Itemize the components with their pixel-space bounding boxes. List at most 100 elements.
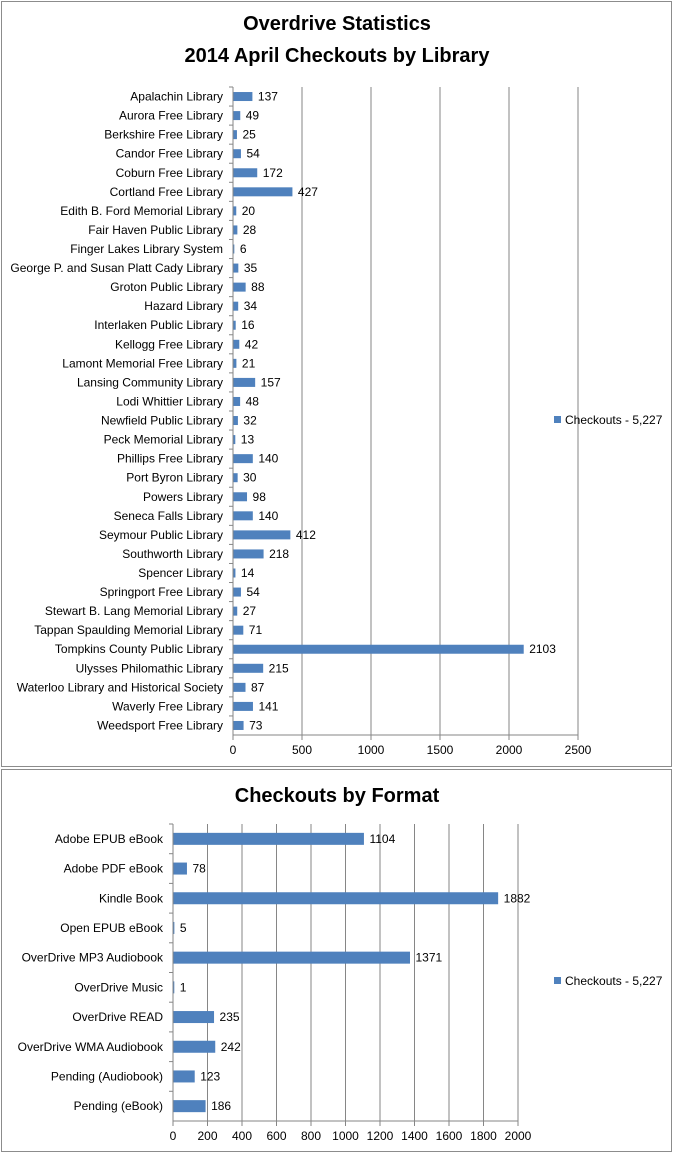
category-label: Cortland Free Library	[110, 185, 223, 199]
library-checkouts-chart: Overdrive Statistics 2014 April Checkouts…	[10, 13, 663, 757]
x-tick-label: 1000	[332, 1129, 359, 1143]
bar	[233, 701, 253, 711]
chart-title: 2014 April Checkouts by Library	[185, 45, 491, 67]
category-label: Berkshire Free Library	[104, 128, 223, 142]
x-tick-label: 1600	[436, 1129, 463, 1143]
data-label: 48	[246, 394, 260, 408]
category-label: Adobe EPUB eBook	[55, 832, 164, 846]
data-label: 5	[180, 921, 187, 935]
data-label: 14	[241, 566, 255, 580]
x-tick-label: 2500	[565, 743, 592, 757]
data-label: 35	[244, 261, 258, 275]
category-label: Coburn Free Library	[116, 166, 223, 180]
category-label: Seneca Falls Library	[114, 509, 223, 523]
category-label: Springport Free Library	[100, 585, 223, 599]
bar	[233, 225, 238, 235]
bar	[173, 832, 364, 845]
bar	[173, 921, 175, 934]
category-label: Open EPUB eBook	[60, 921, 164, 935]
bar	[173, 981, 175, 994]
category-label: OverDrive Music	[74, 980, 163, 994]
category-label: Aurora Free Library	[119, 109, 223, 123]
category-label: Pending (Audiobook)	[51, 1069, 163, 1083]
bar	[233, 282, 246, 292]
category-label: Fair Haven Public Library	[88, 223, 223, 237]
data-label: 49	[246, 109, 260, 123]
data-label: 27	[243, 604, 257, 618]
category-label: Kellogg Free Library	[115, 337, 223, 351]
x-tick-label: 1400	[401, 1129, 428, 1143]
category-label: Finger Lakes Library System	[70, 242, 223, 256]
data-label: 78	[192, 862, 206, 876]
data-label: 20	[242, 204, 256, 218]
chart-title: Overdrive Statistics	[243, 13, 431, 35]
data-label: 1371	[415, 951, 442, 965]
bar	[233, 92, 253, 102]
category-label: Candor Free Library	[116, 147, 223, 161]
data-label: 235	[220, 1010, 240, 1024]
data-label: 16	[241, 318, 255, 332]
category-label: Southworth Library	[122, 547, 223, 561]
data-label: 42	[245, 337, 259, 351]
bar	[233, 492, 248, 502]
data-label: 54	[246, 585, 260, 599]
bar	[233, 663, 264, 673]
chart-title: Checkouts by Format	[235, 785, 440, 807]
bar	[233, 416, 238, 426]
data-label: 186	[211, 1099, 231, 1113]
data-label: 1882	[504, 891, 531, 905]
x-tick-label: 600	[266, 1129, 286, 1143]
data-label: 123	[200, 1069, 220, 1083]
category-label: Powers Library	[143, 490, 223, 504]
bar	[233, 644, 524, 654]
bar	[233, 473, 238, 483]
data-label: 140	[258, 509, 278, 523]
category-label: Tappan Spaulding Memorial Library	[34, 623, 223, 637]
category-label: Hazard Library	[144, 299, 223, 313]
category-label: Spencer Library	[138, 566, 223, 580]
category-label: OverDrive READ	[72, 1010, 163, 1024]
x-tick-label: 0	[170, 1129, 177, 1143]
bar	[173, 1011, 215, 1024]
category-label: OverDrive MP3 Audiobook	[22, 951, 164, 965]
bar	[233, 682, 246, 692]
data-label: 140	[258, 452, 278, 466]
x-tick-label: 0	[230, 743, 237, 757]
data-label: 30	[243, 471, 257, 485]
x-tick-label: 400	[232, 1129, 252, 1143]
legend-swatch	[554, 416, 561, 423]
category-label: OverDrive WMA Audiobook	[18, 1040, 164, 1054]
library-chart-panel: Overdrive Statistics 2014 April Checkouts…	[1, 1, 672, 767]
bar	[173, 862, 187, 875]
data-label: 73	[249, 718, 263, 732]
data-label: 1	[180, 980, 187, 994]
category-label: Interlaken Public Library	[94, 318, 223, 332]
category-label: Phillips Free Library	[117, 452, 223, 466]
bar	[173, 1040, 216, 1053]
category-label: Stewart B. Lang Memorial Library	[45, 604, 223, 618]
legend-label: Checkouts - 5,227	[565, 974, 663, 988]
data-label: 157	[261, 375, 281, 389]
data-label: 54	[246, 147, 260, 161]
bar	[233, 244, 235, 254]
bar	[233, 168, 258, 178]
bar	[233, 263, 239, 273]
data-label: 242	[221, 1040, 241, 1054]
bar	[173, 1100, 206, 1113]
data-label: 21	[242, 356, 256, 370]
data-label: 141	[258, 699, 278, 713]
bar	[233, 149, 241, 159]
category-label: Groton Public Library	[110, 280, 223, 294]
x-tick-label: 1000	[358, 743, 385, 757]
data-label: 1104	[369, 832, 395, 846]
data-label: 2103	[529, 642, 556, 656]
bar	[173, 892, 499, 905]
x-tick-label: 1500	[427, 743, 454, 757]
data-label: 98	[253, 490, 267, 504]
data-label: 34	[244, 299, 258, 313]
x-tick-label: 200	[197, 1129, 217, 1143]
category-label: Lodi Whittier Library	[116, 394, 223, 408]
legend-label: Checkouts - 5,227	[565, 413, 663, 427]
bar	[173, 1070, 195, 1083]
